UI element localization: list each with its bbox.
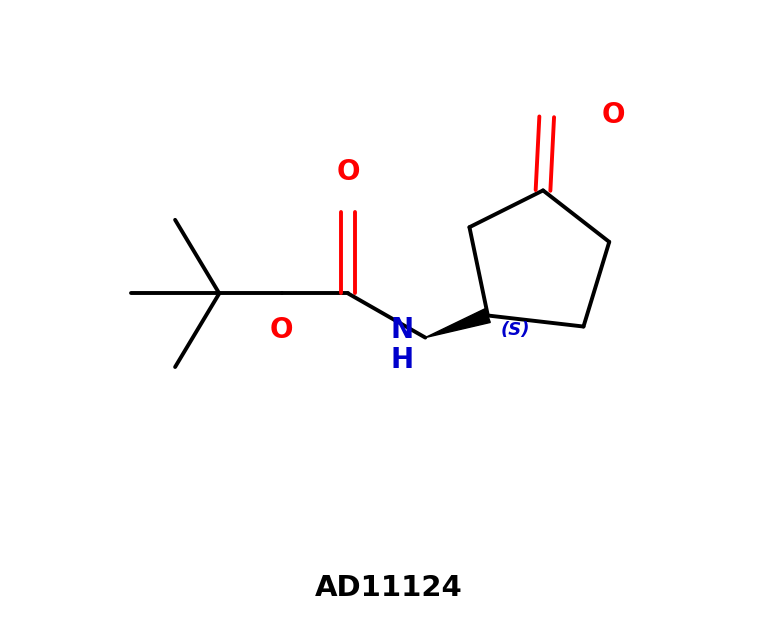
Text: (S): (S)	[500, 321, 530, 339]
Text: O: O	[601, 100, 625, 129]
Text: H: H	[390, 346, 413, 374]
Polygon shape	[425, 309, 490, 338]
Text: AD11124: AD11124	[315, 574, 462, 602]
Text: O: O	[270, 316, 294, 345]
Text: N: N	[390, 316, 413, 345]
Text: O: O	[336, 158, 360, 186]
